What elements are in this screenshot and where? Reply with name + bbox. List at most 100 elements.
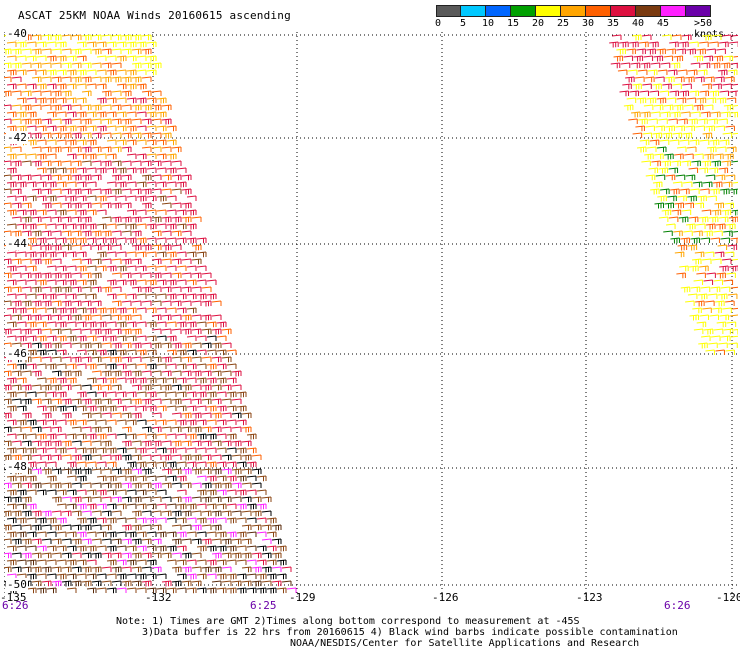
wind-barb <box>6 447 17 454</box>
wind-barb <box>723 279 734 285</box>
wind-barb <box>36 237 47 244</box>
lon-label-126: -126 <box>432 591 459 604</box>
wind-barb <box>703 230 713 237</box>
wind-barb <box>211 384 222 391</box>
wind-barb <box>151 370 162 376</box>
wind-barb <box>116 419 127 425</box>
wind-barb <box>81 216 92 223</box>
wind-barb <box>51 300 62 307</box>
wind-barb <box>56 293 67 299</box>
wind-barb <box>684 153 694 159</box>
wind-barb <box>166 587 177 594</box>
wind-barb <box>66 475 77 481</box>
wind-barb <box>136 433 147 439</box>
wind-barb <box>256 489 267 495</box>
wind-barb <box>141 566 152 572</box>
wind-barb <box>71 552 82 558</box>
wind-barb <box>36 153 47 160</box>
wind-barb <box>6 335 17 341</box>
wind-barb <box>721 160 731 167</box>
wind-barb <box>733 105 738 107</box>
wind-barb <box>86 545 97 552</box>
wind-barb <box>21 230 32 237</box>
wind-barb <box>156 405 167 412</box>
wind-barb <box>131 160 142 166</box>
wind-barb <box>26 181 37 188</box>
wind-barb <box>76 489 87 495</box>
wind-barb <box>36 531 47 537</box>
wind-barb <box>703 55 714 62</box>
wind-barb <box>121 258 132 265</box>
wind-barb <box>226 377 237 384</box>
wind-barb <box>146 377 157 384</box>
wind-barb <box>176 517 187 524</box>
wind-barb <box>31 398 42 405</box>
wind-barb <box>696 48 706 55</box>
wind-barb <box>161 272 172 278</box>
wind-barb <box>91 48 102 55</box>
wind-barb <box>722 83 732 89</box>
wind-barb <box>191 272 202 279</box>
wind-barb <box>626 48 636 55</box>
wind-barb <box>696 272 706 278</box>
wind-barb <box>71 104 82 110</box>
wind-barb <box>126 293 137 300</box>
wind-barb <box>26 209 37 216</box>
wind-barb <box>96 433 107 440</box>
wind-barb <box>16 335 27 342</box>
wind-barb <box>116 377 127 383</box>
wind-barb <box>86 531 97 537</box>
wind-barb <box>11 48 22 55</box>
wind-barb <box>86 559 97 565</box>
wind-barb <box>36 349 47 356</box>
wind-barb <box>101 202 112 209</box>
wind-barb <box>701 335 711 341</box>
wind-barb <box>41 468 52 475</box>
wind-barb <box>4 482 12 489</box>
wind-barb <box>729 41 738 47</box>
wind-barb <box>136 363 147 369</box>
wind-barb <box>271 538 282 545</box>
wind-barb <box>683 104 694 110</box>
wind-barb <box>76 307 87 314</box>
wind-barb <box>196 447 207 453</box>
wind-barb <box>11 524 22 530</box>
wind-barb <box>609 41 619 48</box>
wind-barb <box>653 55 664 62</box>
wind-barb <box>56 251 67 258</box>
wind-barb <box>171 300 182 307</box>
wind-barb <box>151 244 162 251</box>
wind-barb <box>66 55 77 62</box>
wind-barb <box>176 293 187 300</box>
wind-barb <box>71 398 82 405</box>
wind-barb <box>685 76 695 83</box>
wind-barb <box>91 174 102 181</box>
wind-barb <box>623 55 634 61</box>
wind-barb <box>166 223 177 230</box>
wind-barb <box>646 48 656 55</box>
wind-barb <box>251 566 262 573</box>
wind-barb <box>151 482 162 489</box>
wind-barb <box>161 384 172 391</box>
wind-barb <box>161 398 172 404</box>
wind-barb <box>231 468 242 475</box>
wind-barb <box>16 195 27 202</box>
wind-barb <box>669 41 679 48</box>
wind-barb <box>667 69 678 76</box>
wind-barb <box>56 391 67 398</box>
wind-barb <box>171 342 182 349</box>
wind-barb <box>191 398 202 405</box>
wind-barb <box>161 328 172 334</box>
wind-barb <box>26 545 37 551</box>
wind-barb <box>51 62 62 68</box>
wind-barb <box>91 300 102 307</box>
wind-barb <box>131 230 142 237</box>
wind-barb <box>131 272 142 278</box>
wind-barb <box>666 48 676 55</box>
wind-barb <box>81 174 92 181</box>
wind-barb <box>4 398 12 405</box>
wind-barb <box>161 496 172 502</box>
wind-barb <box>211 398 222 405</box>
wind-barb <box>11 62 22 69</box>
wind-barb <box>86 321 97 328</box>
